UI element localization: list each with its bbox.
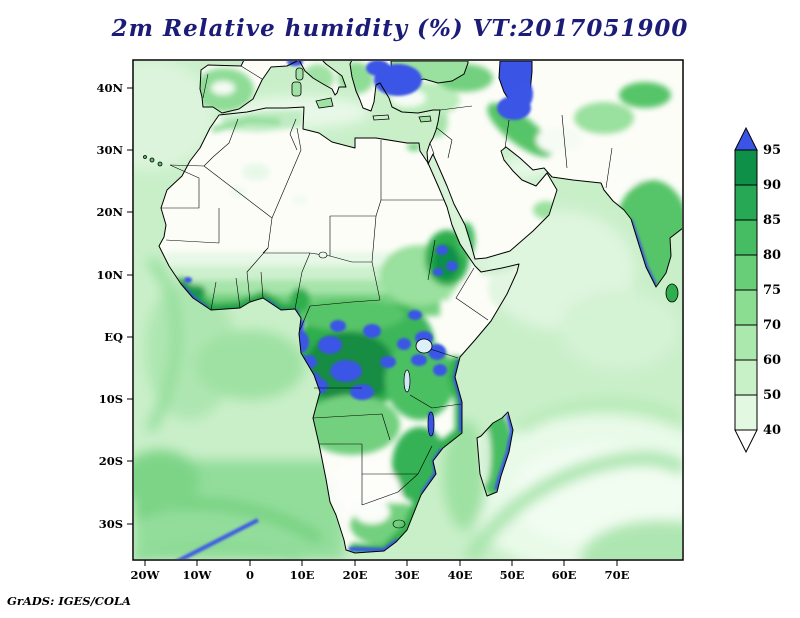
colorbar-tick-label: 75	[763, 283, 781, 298]
colorbar-over-arrow	[734, 126, 758, 151]
islands	[143, 67, 679, 303]
y-axis: 40N 30N 20N 10N EQ 10S 20S 30S	[96, 81, 133, 531]
plot-frame	[132, 59, 684, 561]
colorbar-tick-label: 95	[763, 143, 781, 158]
y-tick-label: 30S	[99, 517, 123, 531]
colorbar-segment	[734, 289, 758, 326]
y-tick-label: 10N	[96, 268, 123, 282]
colorbar-segment	[734, 254, 758, 291]
colorbar-under-arrow	[734, 429, 758, 454]
y-tick-label: 10S	[99, 392, 123, 406]
colorbar-tick-label: 70	[763, 318, 781, 333]
page-title: 2m Relative humidity (%) VT:2017051900	[111, 15, 689, 42]
cyprus-island	[418, 115, 432, 123]
canary-islands	[143, 155, 147, 159]
lake-victoria	[415, 338, 433, 354]
colorbar-segment	[734, 394, 758, 431]
x-tick-label: 10W	[183, 568, 213, 582]
y-tick-label: 20S	[99, 454, 123, 468]
colorbar-tick-label: 40	[763, 423, 781, 438]
sardinia-island	[291, 81, 302, 97]
x-tick-label: 0	[246, 568, 254, 582]
crete-island	[372, 114, 390, 121]
colorbar-segment	[734, 184, 758, 221]
map-area	[134, 61, 682, 559]
canary-islands	[149, 157, 155, 163]
colorbar-tick-label: 50	[763, 388, 781, 403]
cross-coast-saturated-zones	[177, 61, 533, 559]
colorbar-tick-label: 60	[763, 353, 781, 368]
x-axis-ticks	[144, 560, 618, 566]
colorbar-tick-label: 85	[763, 213, 781, 228]
colorbar-tick-label: 90	[763, 178, 781, 193]
lake-malawi	[427, 411, 435, 437]
country-borders	[161, 65, 613, 529]
x-tick-label: 20E	[343, 568, 368, 582]
x-tick-label: 40E	[448, 568, 473, 582]
colorbar-segment	[734, 149, 758, 186]
y-tick-label: 20N	[96, 205, 123, 219]
canary-islands	[157, 161, 163, 167]
x-tick-label: 70E	[605, 568, 630, 582]
colorbar-tick-label: 80	[763, 248, 781, 263]
attribution-label: GrADS: IGES/COLA	[7, 594, 131, 608]
colorbar-segment	[734, 324, 758, 361]
colorbar: 95 90 85 80 75 70 60 50 40	[734, 126, 781, 454]
y-axis-ticks	[127, 87, 133, 525]
colorbar-segment	[734, 219, 758, 256]
colorbar-segment	[734, 359, 758, 396]
lake-chad	[318, 251, 328, 259]
lakes	[318, 251, 435, 437]
lake-tanganyika	[403, 369, 411, 393]
y-tick-label: 30N	[96, 143, 123, 157]
x-tick-label: 30E	[395, 568, 420, 582]
corsica-island	[295, 67, 304, 81]
y-tick-label: EQ	[104, 330, 123, 344]
x-tick-label: 60E	[552, 568, 577, 582]
sicily-island	[315, 97, 334, 109]
x-tick-label: 10E	[290, 568, 315, 582]
x-axis: 20W 10W 0 10E 20E 30E 40E 50E 60E 70E	[131, 560, 630, 582]
x-tick-label: 20W	[131, 568, 161, 582]
x-tick-label: 50E	[500, 568, 525, 582]
y-tick-label: 40N	[96, 81, 123, 95]
sri-lanka-island	[665, 283, 679, 303]
